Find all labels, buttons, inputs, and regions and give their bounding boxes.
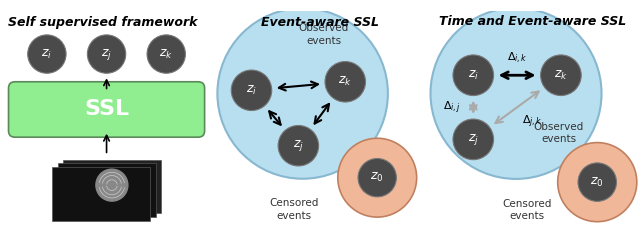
Text: $\Delta_{i,k}$: $\Delta_{i,k}$ <box>507 51 527 66</box>
Text: $z_j$: $z_j$ <box>468 132 479 147</box>
Text: $z_i$: $z_i$ <box>246 84 257 97</box>
Text: Censored: Censored <box>502 198 552 208</box>
Circle shape <box>453 55 493 96</box>
Text: $z_i$: $z_i$ <box>42 47 52 61</box>
Text: $z_j$: $z_j$ <box>293 138 304 153</box>
Circle shape <box>96 169 128 201</box>
Text: Event-aware SSL: Event-aware SSL <box>260 16 379 29</box>
Circle shape <box>231 70 272 110</box>
Text: Censored: Censored <box>269 198 319 208</box>
Bar <box>52 167 150 220</box>
Circle shape <box>431 8 602 179</box>
Circle shape <box>88 35 125 73</box>
Bar <box>63 160 161 213</box>
Circle shape <box>358 159 396 197</box>
Text: events: events <box>307 36 342 46</box>
Text: $\Delta_{i,j}$: $\Delta_{i,j}$ <box>443 99 461 115</box>
Circle shape <box>278 126 319 166</box>
Text: events: events <box>541 134 577 144</box>
Text: events: events <box>509 211 544 221</box>
Text: $z_k$: $z_k$ <box>339 75 352 88</box>
Text: Self supervised framework: Self supervised framework <box>8 16 197 29</box>
Text: $z_j$: $z_j$ <box>101 46 112 62</box>
Circle shape <box>338 138 417 217</box>
Text: events: events <box>276 211 312 221</box>
Bar <box>58 163 156 217</box>
Circle shape <box>557 143 637 222</box>
Circle shape <box>325 62 365 102</box>
Circle shape <box>541 55 581 96</box>
Text: $z_k$: $z_k$ <box>159 47 173 61</box>
Text: $z_0$: $z_0$ <box>371 171 384 184</box>
Text: Observed: Observed <box>534 122 584 131</box>
Text: Observed: Observed <box>299 24 349 34</box>
Text: SSL: SSL <box>84 100 129 119</box>
Circle shape <box>28 35 66 73</box>
Circle shape <box>578 163 616 201</box>
Text: $z_i$: $z_i$ <box>468 69 479 82</box>
Text: $\Delta_{j,k}$: $\Delta_{j,k}$ <box>522 114 542 131</box>
Circle shape <box>218 8 388 179</box>
Circle shape <box>453 119 493 160</box>
Circle shape <box>147 35 186 73</box>
Text: Time and Event-aware SSL: Time and Event-aware SSL <box>440 15 627 28</box>
FancyBboxPatch shape <box>8 82 205 137</box>
Text: $z_0$: $z_0$ <box>591 176 604 189</box>
Text: $z_k$: $z_k$ <box>554 69 568 82</box>
